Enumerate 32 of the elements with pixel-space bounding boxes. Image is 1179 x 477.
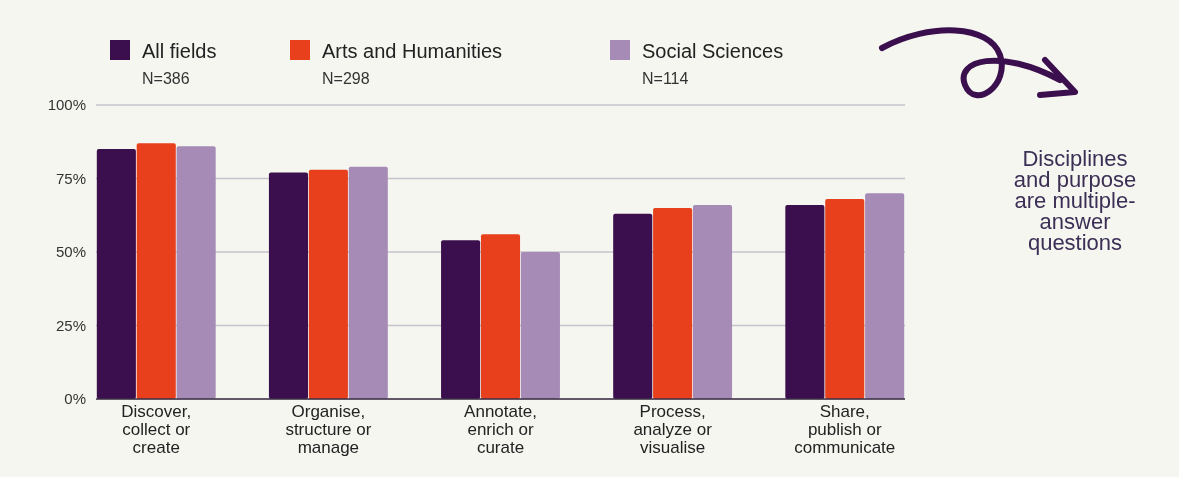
text: N=114 xyxy=(642,70,689,87)
x-tick-label: Organise, structure or manage xyxy=(285,402,372,457)
bar xyxy=(441,240,481,399)
bar xyxy=(96,149,136,399)
y-tick-label: 50% xyxy=(55,243,86,261)
bar xyxy=(613,213,653,399)
text: N=298 xyxy=(322,70,370,87)
x-tick-label: Discover, collect or create xyxy=(121,402,192,457)
bar xyxy=(308,169,348,399)
bar xyxy=(653,207,693,399)
y-tick-label: 0% xyxy=(64,390,86,408)
text: Disciplines and purpose are multiple-answer questions xyxy=(1013,146,1137,255)
bar xyxy=(865,193,905,399)
bar xyxy=(268,172,309,399)
x-tick-label: Share, publish or communicate xyxy=(794,402,896,457)
y-tick-label: 75% xyxy=(55,169,86,187)
y-tick-label: 100% xyxy=(47,96,86,114)
legend-label: All fields xyxy=(142,40,217,62)
bar xyxy=(480,234,521,399)
bar xyxy=(785,204,825,399)
legend-label: Arts and Humanities xyxy=(322,40,503,62)
bar xyxy=(348,166,388,399)
legend-label: Social Sciences xyxy=(642,40,784,62)
bar xyxy=(825,199,865,399)
bar xyxy=(176,146,216,399)
y-tick-label: 25% xyxy=(55,316,86,334)
bar xyxy=(520,252,560,399)
x-tick-label: Process, analyze or visualise xyxy=(633,402,713,457)
bar xyxy=(136,143,176,399)
x-tick-label: Annotate, enrich or curate xyxy=(464,402,537,457)
text: N=386 xyxy=(142,70,190,87)
bar xyxy=(692,204,733,399)
